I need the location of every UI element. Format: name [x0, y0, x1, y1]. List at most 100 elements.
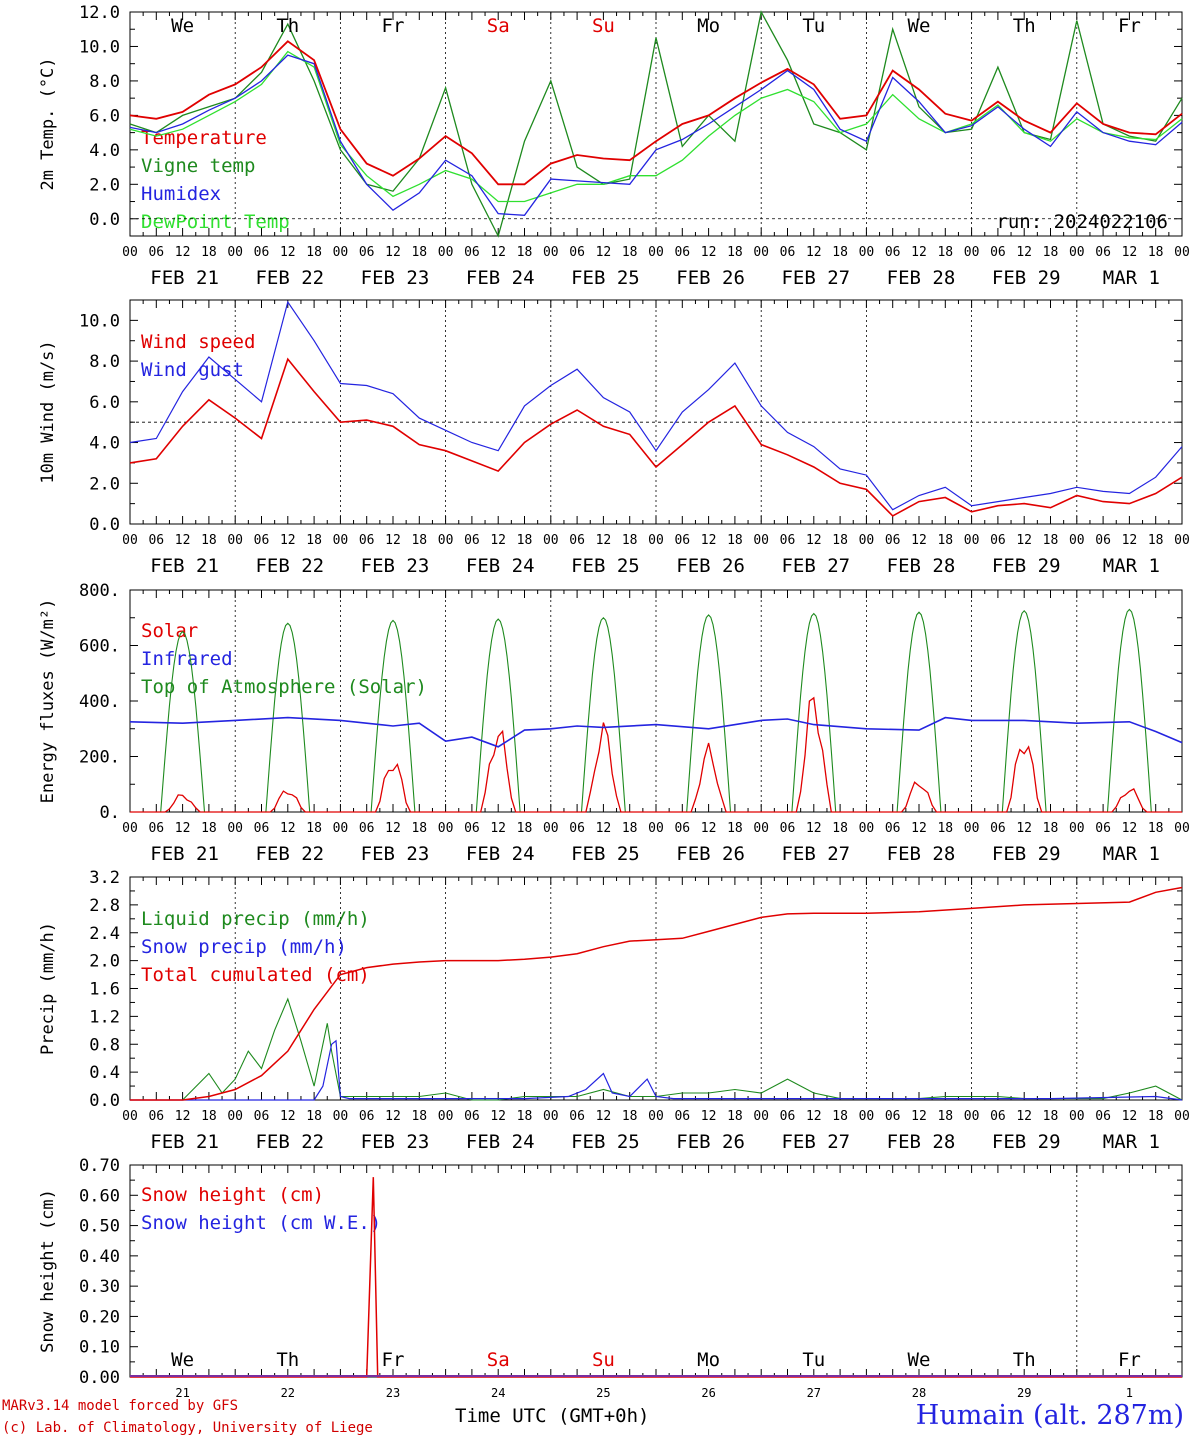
- x-tick-label: 00: [543, 533, 559, 548]
- y-axis-label: Snow height (cm): [38, 1189, 58, 1353]
- x-tick-label: 00: [1069, 533, 1085, 548]
- x-tick-label: 06: [990, 821, 1006, 836]
- x-tick-label: 06: [569, 821, 585, 836]
- x-tick-label: 00: [859, 533, 875, 548]
- date-label: FEB 27: [781, 555, 850, 577]
- x-tick-label: 00: [438, 245, 454, 260]
- date-label: FEB 21: [150, 843, 219, 865]
- x-tick-label: 18: [622, 245, 638, 260]
- x-tick-label: 06: [674, 533, 690, 548]
- run-annotation: run: 2024022106: [996, 211, 1168, 233]
- x-tick-label: 18: [411, 533, 427, 548]
- x-tick-label: 00: [648, 245, 664, 260]
- x-tick-label: 00: [964, 1109, 980, 1124]
- date-label: FEB 26: [676, 843, 745, 865]
- y-tick-label: 2.4: [89, 924, 120, 944]
- date-label: FEB 23: [361, 267, 430, 289]
- x-tick-label: 00: [333, 245, 349, 260]
- x-tick-label: 18: [517, 1109, 533, 1124]
- date-label: FEB 29: [992, 555, 1061, 577]
- date-label: FEB 29: [992, 267, 1061, 289]
- y-tick-label: 1.6: [89, 980, 120, 1000]
- x-tick-label: 18: [306, 533, 322, 548]
- y-tick-label: 0.8: [89, 1035, 120, 1055]
- x-tick-label: 12: [490, 533, 506, 548]
- x-tick-label: 18: [832, 821, 848, 836]
- x-tick-label: 06: [464, 245, 480, 260]
- x-tick-label: 00: [753, 1109, 769, 1124]
- date-label: MAR 1: [1103, 1131, 1160, 1153]
- y-tick-label: 10.0: [79, 311, 120, 331]
- weekday-label: We: [171, 15, 194, 37]
- x-tick-label: 00: [1174, 533, 1190, 548]
- y-tick-label: 12.0: [79, 3, 120, 23]
- day-number-label: 27: [807, 1386, 821, 1400]
- series-wind-speed: [129, 357, 1183, 517]
- y-tick-label: 2.8: [89, 896, 120, 916]
- x-tick-label: 18: [622, 1109, 638, 1124]
- x-tick-label: 00: [227, 1109, 243, 1124]
- legend-entry: Wind speed: [141, 331, 255, 353]
- x-tick-label: 18: [727, 821, 743, 836]
- x-tick-label: 12: [385, 1109, 401, 1124]
- x-tick-label: 12: [1122, 245, 1138, 260]
- x-tick-label: 00: [648, 533, 664, 548]
- x-tick-label: 00: [859, 1109, 875, 1124]
- x-tick-label: 06: [780, 1109, 796, 1124]
- x-tick-label: 06: [569, 1109, 585, 1124]
- date-label: FEB 29: [992, 843, 1061, 865]
- x-tick-label: 00: [1174, 245, 1190, 260]
- x-tick-label: 18: [306, 821, 322, 836]
- x-tick-label: 18: [832, 533, 848, 548]
- x-tick-label: 00: [648, 821, 664, 836]
- x-tick-label: 12: [1016, 1109, 1032, 1124]
- x-tick-label: 18: [727, 245, 743, 260]
- x-tick-label: 12: [175, 821, 191, 836]
- date-label: FEB 25: [571, 267, 640, 289]
- x-tick-label: 00: [227, 533, 243, 548]
- weekday-label: Th: [1013, 1349, 1036, 1371]
- y-tick-label: 0.0: [89, 515, 120, 535]
- x-tick-label: 12: [596, 245, 612, 260]
- legend-entry: Infrared: [141, 648, 233, 670]
- legend-entry: Liquid precip (mm/h): [141, 908, 370, 930]
- weekday-label: Th: [1013, 15, 1036, 37]
- weekday-label: Th: [276, 1349, 299, 1371]
- x-tick-label: 00: [333, 1109, 349, 1124]
- weekday-label: We: [171, 1349, 194, 1371]
- x-tick-label: 18: [1043, 533, 1059, 548]
- weekday-label: Fr: [382, 1349, 405, 1371]
- day-number-label: 1: [1126, 1386, 1133, 1400]
- x-tick-label: 18: [201, 245, 217, 260]
- y-tick-label: 2.0: [89, 474, 120, 494]
- y-tick-label: 0.: [100, 803, 120, 823]
- x-tick-label: 12: [280, 245, 296, 260]
- weekday-label: Su: [592, 1349, 615, 1371]
- series-liquid-precip: [130, 997, 1183, 1101]
- y-axis-label: Energy fluxes (W/m²): [38, 599, 58, 804]
- series-dewpoint-temp: [129, 50, 1183, 203]
- series-total-cumulated: [130, 886, 1183, 1101]
- x-tick-label: 12: [911, 245, 927, 260]
- x-tick-label: 18: [1043, 1109, 1059, 1124]
- x-tick-label: 18: [517, 533, 533, 548]
- x-tick-label: 06: [990, 533, 1006, 548]
- day-number-label: 26: [701, 1386, 715, 1400]
- day-number-label: 21: [175, 1386, 189, 1400]
- x-tick-label: 00: [1069, 1109, 1085, 1124]
- weekday-label: Mo: [697, 1349, 720, 1371]
- model-credit: MARv3.14 model forced by GFS: [2, 1398, 239, 1414]
- x-tick-label: 18: [727, 1109, 743, 1124]
- x-tick-label: 00: [227, 821, 243, 836]
- x-tick-label: 00: [122, 1109, 138, 1124]
- x-tick-label: 12: [806, 1109, 822, 1124]
- x-tick-label: 06: [148, 245, 164, 260]
- x-tick-label: 12: [385, 821, 401, 836]
- x-tick-label: 12: [806, 821, 822, 836]
- x-tick-label: 06: [674, 245, 690, 260]
- date-label: FEB 29: [992, 1131, 1061, 1153]
- date-label: FEB 26: [676, 267, 745, 289]
- x-tick-label: 18: [727, 533, 743, 548]
- x-tick-label: 06: [254, 245, 270, 260]
- copyright-credit: (c) Lab. of Climatology, University of L…: [2, 1420, 373, 1436]
